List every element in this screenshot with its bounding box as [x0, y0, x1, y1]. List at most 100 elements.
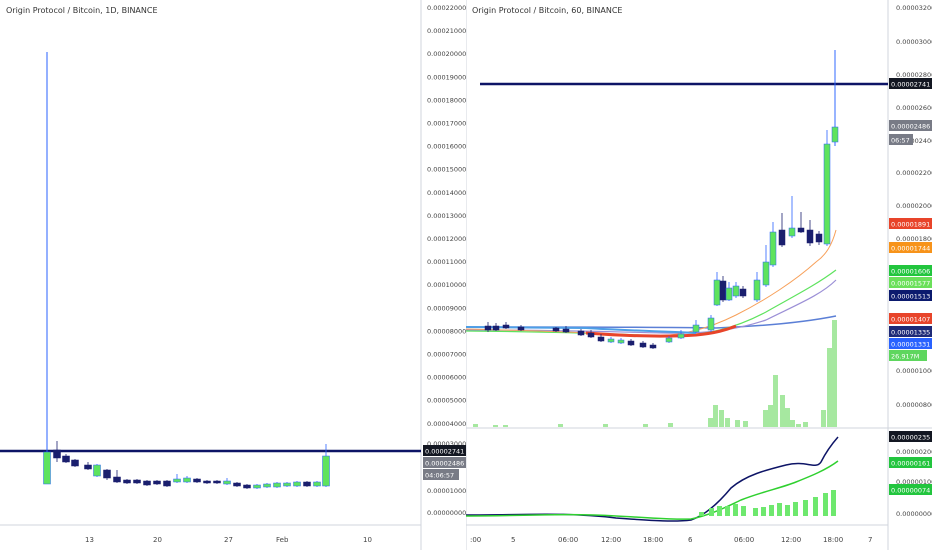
right-indicator-tick-label: 0.00000100 [896, 478, 932, 486]
right-price-badge: 0.00001606 [891, 268, 930, 276]
left-y-tick-label: 0.00014000 [427, 189, 466, 197]
left-candle-body [213, 480, 221, 484]
left-candle-body [253, 484, 261, 489]
right-chart-title: Origin Protocol / Bitcoin, 60, BINANCE [472, 6, 623, 15]
left-candle-body [313, 481, 321, 487]
right-histogram-bar [803, 500, 808, 516]
right-candle-body [562, 328, 570, 333]
left-candle-body [233, 482, 241, 487]
right-price-badge-bg [889, 265, 932, 276]
right-candle-body [627, 340, 635, 346]
left-y-tick-label: 0.00012000 [427, 235, 466, 243]
left-candle-body [303, 481, 311, 487]
right-volume-bar [780, 395, 785, 427]
left-y-tick-label: 0.00021000 [427, 27, 466, 35]
right-candle-body [732, 285, 740, 297]
right-indicator-badge-bg [889, 431, 932, 442]
right-y-tick-label: 0.00002200 [896, 169, 932, 177]
right-candle-body [739, 288, 747, 297]
left-y-tick-label: 0.00018000 [427, 96, 466, 104]
right-candle-body [823, 143, 831, 245]
right-price-badge-bg [889, 78, 932, 89]
left-y-tick-label: 0.00006000 [427, 374, 466, 382]
left-candle-body [223, 480, 231, 485]
right-price-badge-bg [889, 350, 927, 361]
right-x-tick-label: 5 [511, 536, 515, 544]
right-histogram-bar [813, 497, 818, 516]
right-chart-canvas[interactable]: 0.00003200 0.00003000 0.00002800 0.00002600… [466, 0, 932, 550]
left-candle-body [173, 478, 181, 483]
right-price-badge-bg [889, 134, 913, 145]
right-price-badge-bg [889, 218, 932, 229]
right-histogram-bar [761, 507, 766, 516]
left-y-tick-label: 0.00013000 [427, 212, 466, 220]
right-signal-line [466, 460, 839, 521]
right-chart-panel[interactable]: Origin Protocol / Bitcoin, 60, BINANCE 0… [466, 0, 932, 550]
right-volume-bar [719, 410, 724, 427]
right-histogram-bar [725, 506, 730, 516]
right-y-tick-label: 0.00003200 [896, 4, 932, 12]
left-chart-panel[interactable]: Origin Protocol / Bitcoin, 1D, BINANCE 0… [0, 0, 466, 550]
left-candle-body [133, 479, 141, 484]
right-volume-bar [821, 410, 826, 427]
right-volume-bar [796, 424, 801, 427]
right-candle-body [577, 330, 585, 336]
right-price-badge: 0.00002741 [891, 81, 930, 89]
right-candle-body [797, 227, 805, 233]
right-volume-bar [803, 422, 808, 427]
left-candle-body [71, 459, 79, 467]
left-y-tick-label: 0.00008000 [427, 327, 466, 335]
right-candle-body [769, 231, 777, 266]
right-volume-bar [735, 420, 740, 427]
left-candle-body [293, 481, 301, 487]
right-volume-bar [503, 425, 508, 427]
right-candle-body [492, 325, 500, 331]
left-countdown-badge-bg [423, 469, 459, 480]
right-candle-body [502, 324, 510, 329]
right-y-tick-label: 0.00003000 [896, 38, 932, 46]
left-candle-body [43, 451, 51, 485]
right-candle-body [788, 227, 796, 237]
right-macd-line [466, 436, 839, 522]
right-candle-body [552, 327, 560, 332]
right-histogram-bar [777, 503, 782, 516]
right-price-badge: 0.00001891 [891, 221, 930, 229]
right-candle-body [665, 337, 673, 343]
left-countdown-badge: 04:06:57 [425, 472, 454, 480]
right-candle-body [692, 324, 700, 333]
right-histogram-bar [823, 493, 828, 516]
right-price-badge: 06:57 [891, 137, 910, 145]
right-price-badge-bg [889, 290, 932, 301]
left-y-tick-label: 0.00003000 [427, 440, 466, 448]
right-volume-bar [713, 405, 718, 427]
right-volume-bar [643, 424, 648, 427]
left-candle-body [163, 480, 171, 487]
left-y-tick-label: 0.00020000 [427, 50, 466, 58]
right-ma-line-orange [466, 229, 837, 337]
right-indicator-badge-bg [889, 457, 932, 468]
right-histogram-bar [699, 512, 704, 516]
left-y-tick-label: 0.00016000 [427, 143, 466, 151]
right-price-badge-bg [889, 277, 932, 288]
left-candle-body [183, 477, 191, 483]
right-histogram-bar [709, 508, 714, 516]
left-chart-canvas[interactable]: 0.00022000 0.00021000 0.00020000 0.00019000… [0, 0, 466, 550]
right-x-tick-label: 12:00 [601, 536, 621, 544]
right-indicator-tick-label: 0.00000200 [896, 448, 932, 456]
left-last-price-badge-bg [423, 445, 466, 456]
right-ma-band-red [585, 324, 737, 338]
left-candle-body [84, 464, 92, 470]
right-volume-bar [768, 405, 773, 427]
right-histogram-bar [741, 506, 746, 516]
right-volume-bar [832, 320, 837, 427]
right-y-tick-label: 0.00002800 [896, 71, 932, 79]
right-x-tick-label: 6 [688, 536, 693, 544]
left-y-tick-label: 0.00007000 [427, 351, 466, 359]
right-volume-bar [773, 375, 778, 427]
right-volume-bar [558, 424, 563, 427]
right-x-tick-label: 06:00 [734, 536, 754, 544]
right-price-badge: 0.00001407 [891, 316, 930, 324]
right-volume-bar [708, 418, 713, 427]
right-volume-bar [473, 424, 478, 427]
right-candle-body [484, 325, 492, 331]
